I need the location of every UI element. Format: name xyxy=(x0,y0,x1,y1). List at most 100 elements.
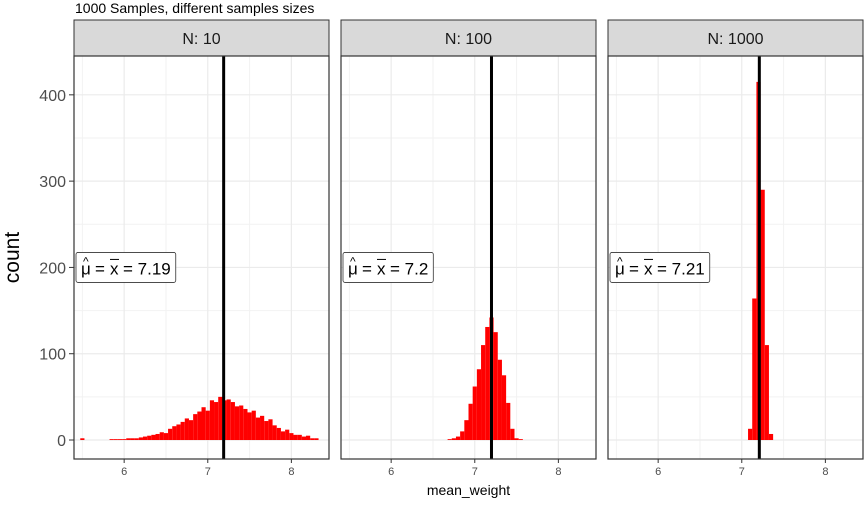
histogram-bar xyxy=(272,425,277,441)
equals-sign: = xyxy=(95,259,105,278)
hat-mark: ^ xyxy=(617,254,623,268)
histogram-bar xyxy=(310,438,315,441)
histogram-bar xyxy=(314,438,319,441)
histogram-bar xyxy=(306,435,311,441)
annotation-box xyxy=(75,252,177,283)
panel-strip-label: N: 1000 xyxy=(707,31,763,48)
histogram-bar xyxy=(255,417,261,441)
histogram-bar xyxy=(451,438,456,441)
histogram-bar xyxy=(285,429,290,441)
histogram-bar xyxy=(109,439,114,441)
histogram-bar xyxy=(493,332,498,441)
histogram-bar xyxy=(447,439,452,441)
histogram-bar xyxy=(485,326,490,441)
annotation-value: = 7.21 xyxy=(657,259,705,278)
x-tick-label: 6 xyxy=(121,466,127,478)
histogram-bar xyxy=(193,414,198,441)
chart-title: 1000 Samples, different samples sizes xyxy=(75,0,314,16)
y-tick-label: 0 xyxy=(57,433,66,450)
x-tick-label: 7 xyxy=(205,466,211,478)
hat-mark: ^ xyxy=(350,254,356,268)
histogram-bar xyxy=(468,403,473,441)
histogram-bar xyxy=(126,438,131,441)
histogram-bar xyxy=(197,411,202,441)
histogram-bar xyxy=(760,189,765,441)
x-tick-label: 6 xyxy=(655,466,661,478)
panel-strip xyxy=(73,19,330,57)
panel-border xyxy=(73,55,330,460)
histogram-bar xyxy=(184,418,189,441)
histogram-bar xyxy=(243,408,248,441)
annotation-box xyxy=(342,252,434,283)
histogram-bar xyxy=(230,402,235,441)
panel-border xyxy=(607,55,864,460)
x-bar-symbol: x xyxy=(644,259,653,278)
histogram-bar xyxy=(476,369,482,441)
histogram-bar xyxy=(260,415,265,441)
x-axis-label: mean_weight xyxy=(427,482,510,498)
annotation-value: = 7.19 xyxy=(123,259,171,278)
panel-strip-label: N: 100 xyxy=(445,31,492,48)
histogram-bar xyxy=(117,439,123,441)
panel-2: N: 100 μ^ = x = 7.2 6 7 8 xyxy=(340,19,597,478)
histogram-bar xyxy=(142,436,148,441)
panel-strip xyxy=(607,19,864,57)
mean-annotation: μ^ = x = 7.21 xyxy=(609,252,711,283)
histogram-bar xyxy=(460,431,465,441)
histogram-bar xyxy=(251,410,256,441)
histogram-bar xyxy=(301,436,307,441)
histogram-bar xyxy=(218,396,223,441)
histogram-bar xyxy=(289,433,294,441)
histogram-bar xyxy=(239,405,244,441)
histogram-bar xyxy=(172,426,177,441)
histogram-bar xyxy=(497,359,502,441)
histogram-bar xyxy=(247,412,252,441)
mean-annotation: μ^ = x = 7.2 xyxy=(342,252,434,283)
y-tick-label: 100 xyxy=(39,347,66,364)
x-bar-symbol: x xyxy=(110,259,119,278)
histogram-bar xyxy=(464,420,469,441)
y-tick-label: 400 xyxy=(39,88,66,105)
histogram-bar xyxy=(506,402,511,441)
histogram-bar xyxy=(147,435,152,441)
histogram-bar xyxy=(163,433,169,441)
panel-1: N: 10 μ^ = x = 7.19 6 7 8 xyxy=(73,19,330,478)
histogram-bar xyxy=(455,436,461,441)
x-tick-label: 8 xyxy=(288,466,294,478)
panel-strip-label: N: 10 xyxy=(182,31,220,48)
histogram-bar xyxy=(510,428,515,441)
histogram-bar xyxy=(168,428,173,441)
histogram-bar xyxy=(752,298,757,441)
panel-strip xyxy=(340,19,597,57)
histogram-bar xyxy=(481,345,486,441)
panel-border xyxy=(340,55,597,460)
mean-annotation: μ^ = x = 7.19 xyxy=(75,252,177,283)
histogram-bar xyxy=(501,375,507,441)
annotation-box xyxy=(609,252,711,283)
x-bar-symbol: x xyxy=(377,259,386,278)
mu-hat-symbol: μ xyxy=(348,259,358,278)
x-tick-label: 7 xyxy=(472,466,478,478)
x-tick-label: 6 xyxy=(388,466,394,478)
mu-hat-symbol: μ xyxy=(615,259,625,278)
histogram-bar xyxy=(151,434,156,441)
histogram-bar xyxy=(234,406,240,441)
histogram-bar xyxy=(514,438,519,441)
annotation-value: = 7.2 xyxy=(390,259,428,278)
histogram-bar xyxy=(130,438,135,441)
x-tick-label: 8 xyxy=(822,466,828,478)
histogram-bar xyxy=(122,439,127,441)
x-tick-label: 8 xyxy=(555,466,561,478)
histogram-bar xyxy=(214,402,219,441)
hat-mark: ^ xyxy=(83,254,89,268)
histogram-bar xyxy=(176,424,181,441)
histogram-bar xyxy=(226,399,231,441)
y-tick-label: 200 xyxy=(39,260,66,277)
histogram-bar xyxy=(113,439,118,441)
histogram-bar xyxy=(155,433,160,441)
panel-3: N: 1000 μ^ = x = 7.21 6 7 8 xyxy=(607,19,864,478)
histogram-bar xyxy=(764,345,769,441)
histogram-bar xyxy=(201,407,206,441)
